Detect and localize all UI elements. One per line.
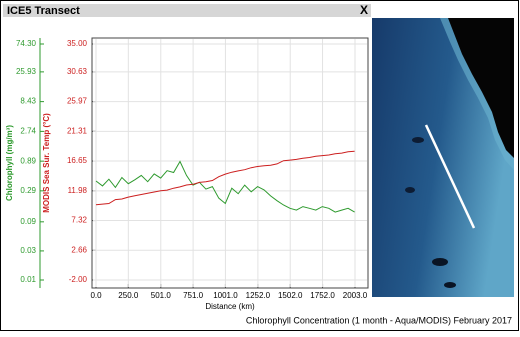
cloud-patch	[412, 137, 424, 143]
y-tick-label: 74.30	[16, 39, 37, 48]
land	[448, 18, 514, 158]
caption: Chlorophyll Concentration (1 month - Aqu…	[246, 315, 512, 325]
y-tick-label: 25.93	[16, 67, 37, 76]
y-tick-label: 0.29	[20, 186, 36, 195]
x-axis-label: Distance (km)	[205, 302, 255, 311]
x-tick-label: 250.0	[118, 291, 139, 300]
x-tick-label: 0.0	[90, 291, 102, 300]
y-tick-label: 0.09	[20, 217, 36, 226]
y2-tick-label: 7.32	[71, 216, 87, 225]
y2-tick-label: 25.97	[67, 97, 88, 106]
y-tick-label: 2.74	[20, 126, 36, 135]
y-axis-label: Chlorophyll (mg/m³)	[5, 125, 14, 201]
y-tick-label: 0.01	[20, 275, 36, 284]
y-tick-label: 0.89	[20, 156, 36, 165]
transect-line	[424, 124, 476, 229]
x-tick-label: 1001.0	[213, 291, 238, 300]
x-tick-label: 751.0	[183, 291, 204, 300]
satellite-image	[372, 18, 514, 297]
cloud-patch	[432, 258, 448, 266]
window-title: ICE5 Transect	[7, 5, 80, 17]
x-tick-label: 501.0	[151, 291, 172, 300]
y2-tick-label: 30.63	[67, 67, 88, 76]
plot-frame	[91, 37, 369, 289]
y-tick-label: 0.03	[20, 246, 36, 255]
y2-tick-label: 16.65	[67, 156, 88, 165]
close-button[interactable]: X	[360, 3, 368, 17]
data-line	[95, 150, 355, 206]
data-line	[95, 160, 355, 213]
y2-tick-label: 21.31	[67, 126, 88, 135]
x-tick-label: 2003.0	[343, 291, 368, 300]
y2-tick-label: 11.98	[68, 186, 88, 195]
x-tick-label: 1252.0	[246, 291, 271, 300]
y-tick-label: 8.43	[20, 97, 36, 106]
y2-axis-label: MODIS Sea Sur. Temp (°C)	[42, 113, 51, 213]
y2-tick-label: 35.00	[67, 39, 88, 48]
x-tick-label: 1752.0	[310, 291, 335, 300]
y2-tick-label: -2.00	[69, 275, 88, 284]
cloud-patch	[444, 282, 456, 288]
y2-tick-label: 2.66	[71, 245, 87, 254]
x-tick-label: 1502.0	[278, 291, 303, 300]
title-bar	[3, 4, 371, 17]
cloud-patch	[405, 187, 415, 193]
